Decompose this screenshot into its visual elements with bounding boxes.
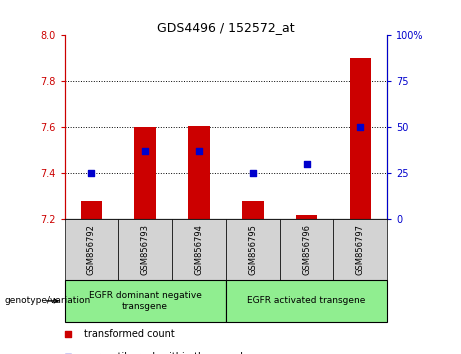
Bar — [188, 126, 210, 219]
Bar — [296, 215, 317, 219]
Text: percentile rank within the sample: percentile rank within the sample — [84, 352, 249, 354]
Bar — [65, 219, 118, 280]
Point — [64, 331, 71, 336]
Text: EGFR activated transgene: EGFR activated transgene — [248, 296, 366, 306]
Bar — [242, 201, 264, 219]
Text: EGFR dominant negative
transgene: EGFR dominant negative transgene — [89, 291, 201, 310]
Text: GSM856796: GSM856796 — [302, 224, 311, 275]
Title: GDS4496 / 152572_at: GDS4496 / 152572_at — [157, 21, 295, 34]
Bar — [172, 219, 226, 280]
Text: GSM856794: GSM856794 — [195, 224, 203, 275]
Bar — [118, 219, 172, 280]
Bar — [81, 201, 102, 219]
Text: transformed count: transformed count — [84, 329, 175, 339]
Point — [195, 149, 203, 154]
Point — [142, 149, 149, 154]
Bar — [226, 280, 387, 322]
Bar — [280, 219, 333, 280]
Bar — [65, 280, 226, 322]
Point — [88, 171, 95, 176]
Point — [357, 125, 364, 130]
Bar — [226, 219, 280, 280]
Bar — [349, 58, 371, 219]
Bar — [135, 127, 156, 219]
Text: GSM856792: GSM856792 — [87, 224, 96, 275]
Text: GSM856797: GSM856797 — [356, 224, 365, 275]
Point — [249, 171, 256, 176]
Point — [303, 161, 310, 167]
Bar — [333, 219, 387, 280]
Text: GSM856795: GSM856795 — [248, 224, 257, 275]
Text: GSM856793: GSM856793 — [141, 224, 150, 275]
Text: genotype/variation: genotype/variation — [5, 296, 91, 306]
